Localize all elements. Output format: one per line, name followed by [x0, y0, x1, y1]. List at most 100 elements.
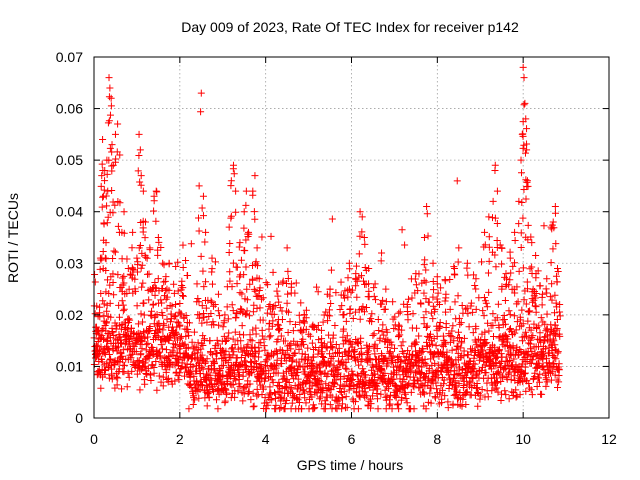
data-point	[221, 397, 229, 405]
data-point	[430, 351, 438, 359]
data-point	[176, 334, 184, 342]
data-point	[284, 290, 292, 298]
data-point	[203, 402, 211, 410]
data-point	[493, 237, 501, 245]
data-point	[129, 228, 137, 236]
data-point	[179, 292, 187, 300]
y-tick-label: 0	[75, 410, 83, 426]
data-point	[239, 397, 247, 405]
data-point	[478, 258, 486, 266]
data-point	[227, 212, 235, 220]
data-point	[431, 359, 439, 367]
data-point	[421, 360, 429, 368]
data-point	[220, 361, 228, 369]
data-point	[184, 343, 192, 351]
data-point	[172, 312, 180, 320]
data-point	[296, 318, 304, 326]
data-point	[214, 307, 222, 315]
data-point	[382, 298, 390, 306]
data-point	[414, 362, 422, 370]
data-point	[137, 172, 145, 180]
data-point	[190, 328, 198, 336]
data-point	[147, 377, 155, 385]
data-point	[292, 371, 300, 379]
data-point	[236, 289, 244, 297]
data-point	[91, 270, 99, 278]
data-point	[179, 292, 187, 300]
data-point	[368, 310, 376, 318]
data-point	[185, 332, 193, 340]
data-point	[346, 309, 354, 317]
data-point	[404, 347, 412, 355]
data-point	[293, 340, 301, 348]
data-point	[283, 244, 291, 252]
data-point	[489, 321, 497, 329]
data-point	[420, 261, 428, 269]
y-tick-label: 0.03	[56, 255, 83, 271]
data-point	[494, 300, 502, 308]
data-point	[361, 263, 369, 271]
data-point	[199, 267, 207, 275]
data-point	[453, 177, 461, 185]
data-point	[292, 279, 300, 287]
data-point	[150, 207, 158, 215]
data-point	[316, 395, 324, 403]
data-point	[152, 187, 160, 195]
data-point	[456, 388, 464, 396]
data-point	[456, 353, 464, 361]
data-point	[551, 291, 559, 299]
data-point	[485, 327, 493, 335]
data-point	[428, 340, 436, 348]
data-point	[528, 239, 536, 247]
data-point	[491, 166, 499, 174]
data-point	[136, 367, 144, 375]
data-point	[367, 400, 375, 408]
data-point	[225, 329, 233, 337]
data-point	[531, 369, 539, 377]
data-point	[241, 352, 249, 360]
data-point	[297, 299, 305, 307]
data-point	[240, 208, 248, 216]
data-point	[372, 296, 380, 304]
data-point	[271, 395, 279, 403]
data-point	[102, 192, 110, 200]
y-axis-label: ROTI / TECUs	[5, 193, 21, 283]
data-point	[106, 144, 114, 152]
data-point	[117, 284, 125, 292]
data-point	[340, 311, 348, 319]
data-point	[98, 160, 106, 168]
data-point	[196, 385, 204, 393]
data-point	[553, 376, 561, 384]
data-point	[519, 63, 527, 71]
data-point	[139, 318, 147, 326]
data-point	[340, 294, 348, 302]
data-point	[354, 372, 362, 380]
data-point	[515, 267, 523, 275]
data-point	[185, 319, 193, 327]
data-point	[106, 299, 114, 307]
data-point	[477, 346, 485, 354]
data-point	[135, 151, 143, 159]
data-point	[493, 219, 501, 227]
data-point	[502, 391, 510, 399]
data-point	[103, 202, 111, 210]
data-point	[133, 302, 141, 310]
data-point	[265, 320, 273, 328]
data-point	[300, 326, 308, 334]
data-point	[435, 322, 443, 330]
data-point	[439, 386, 447, 394]
data-point	[259, 294, 267, 302]
data-point	[433, 385, 441, 393]
data-point	[512, 361, 520, 369]
data-point	[155, 238, 163, 246]
data-point	[511, 228, 519, 236]
data-point	[150, 284, 158, 292]
data-point	[229, 165, 237, 173]
data-point	[389, 352, 397, 360]
data-point	[275, 298, 283, 306]
data-point	[364, 350, 372, 358]
data-point	[170, 313, 178, 321]
data-point	[236, 273, 244, 281]
data-point	[162, 368, 170, 376]
data-point	[262, 405, 270, 413]
